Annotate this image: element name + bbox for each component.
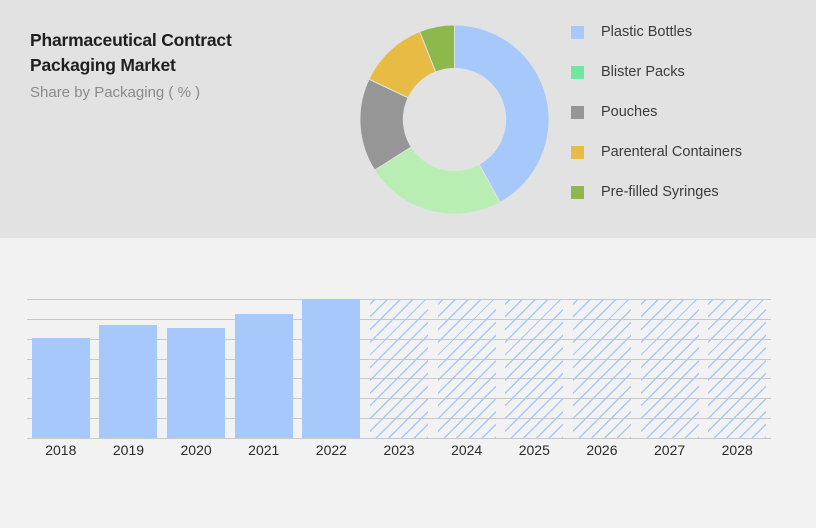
bar-forecast[interactable]: [640, 299, 699, 438]
x-axis-label: 2025: [518, 442, 550, 458]
bar-slot: [230, 299, 298, 438]
x-axis-label: 2020: [180, 442, 212, 458]
legend-item[interactable]: Pouches: [571, 92, 742, 132]
bar-forecast[interactable]: [370, 299, 429, 438]
page-subtitle: Share by Packaging ( % ): [30, 84, 201, 101]
bar-actual[interactable]: [302, 299, 361, 438]
legend: Plastic Bottles Blister Packs Pouches Paren…: [571, 12, 742, 212]
bar-slot: [298, 299, 366, 438]
x-axis-label: 2028: [721, 442, 753, 458]
page-title-line2: Packaging Market: [30, 55, 176, 75]
donut-chart: [357, 22, 552, 217]
legend-item[interactable]: Plastic Bottles: [571, 12, 742, 52]
bar-chart: [27, 299, 771, 439]
legend-swatch-blister-packs: [571, 65, 584, 79]
legend-item-label: Pre-filled Syringes: [601, 184, 719, 200]
bar-slot: [568, 299, 636, 438]
bar-slot: [703, 299, 771, 438]
footer: Plastic Bottles Segment | 2018 : USD 1,7…: [0, 476, 816, 528]
bar-forecast[interactable]: [572, 299, 631, 438]
page-title-line1: Pharmaceutical Contract: [30, 30, 232, 50]
legend-item-label: Parenteral Containers: [601, 144, 743, 160]
x-axis-label: 2027: [654, 442, 686, 458]
legend-item[interactable]: Parenteral Containers: [571, 132, 742, 172]
x-axis-label: 2021: [248, 442, 280, 458]
legend-swatch-parenteral-containers: [571, 145, 584, 159]
x-axis-label: 2022: [315, 442, 347, 458]
gridline: [27, 438, 771, 439]
x-axis-label: 2019: [112, 442, 145, 458]
legend-item[interactable]: Blister Packs: [571, 52, 742, 92]
bar-forecast[interactable]: [708, 299, 767, 438]
bar-forecast[interactable]: [505, 299, 564, 438]
bar-slot: [27, 299, 95, 438]
bar-slot: [500, 299, 568, 438]
chart-panel: 2018 2019 2020 2021 2022 2023 2024 2025 2026 2027…: [0, 238, 816, 528]
bar-forecast[interactable]: [437, 299, 496, 438]
title-block: Pharmaceutical Contract Packaging Market…: [30, 28, 330, 101]
x-axis-label: 2023: [383, 442, 415, 458]
bar-actual[interactable]: [31, 337, 90, 438]
legend-swatch-pouches: [571, 105, 584, 119]
header-panel: Pharmaceutical Contract Packaging Market…: [0, 0, 816, 238]
legend-swatch-plastic-bottles: [571, 25, 584, 39]
bar-actual[interactable]: [167, 328, 226, 438]
bar-series: [27, 299, 771, 438]
legend-item-label: Pouches: [601, 104, 658, 120]
bar-slot: [162, 299, 230, 438]
bar-slot: [365, 299, 433, 438]
x-axis-label: 2026: [586, 442, 618, 458]
bar-slot: [95, 299, 163, 438]
donut-chart-svg: [359, 24, 550, 215]
x-axis-label: 2024: [451, 442, 483, 458]
bar-actual[interactable]: [234, 314, 293, 438]
bar-actual[interactable]: [99, 325, 158, 438]
x-axis-label: 2018: [45, 442, 77, 458]
legend-item[interactable]: Pre-filled Syringes: [571, 172, 742, 212]
bar-slot: [433, 299, 501, 438]
x-axis-labels: 2018 2019 2020 2021 2022 2023 2024 2025 2026 2027…: [27, 442, 771, 458]
legend-swatch-pre-filled-syringes: [571, 185, 584, 199]
bar-slot: [636, 299, 704, 438]
donut-hole: [402, 67, 507, 172]
legend-item-label: Blister Packs: [601, 64, 685, 80]
legend-item-label: Plastic Bottles: [601, 24, 693, 40]
